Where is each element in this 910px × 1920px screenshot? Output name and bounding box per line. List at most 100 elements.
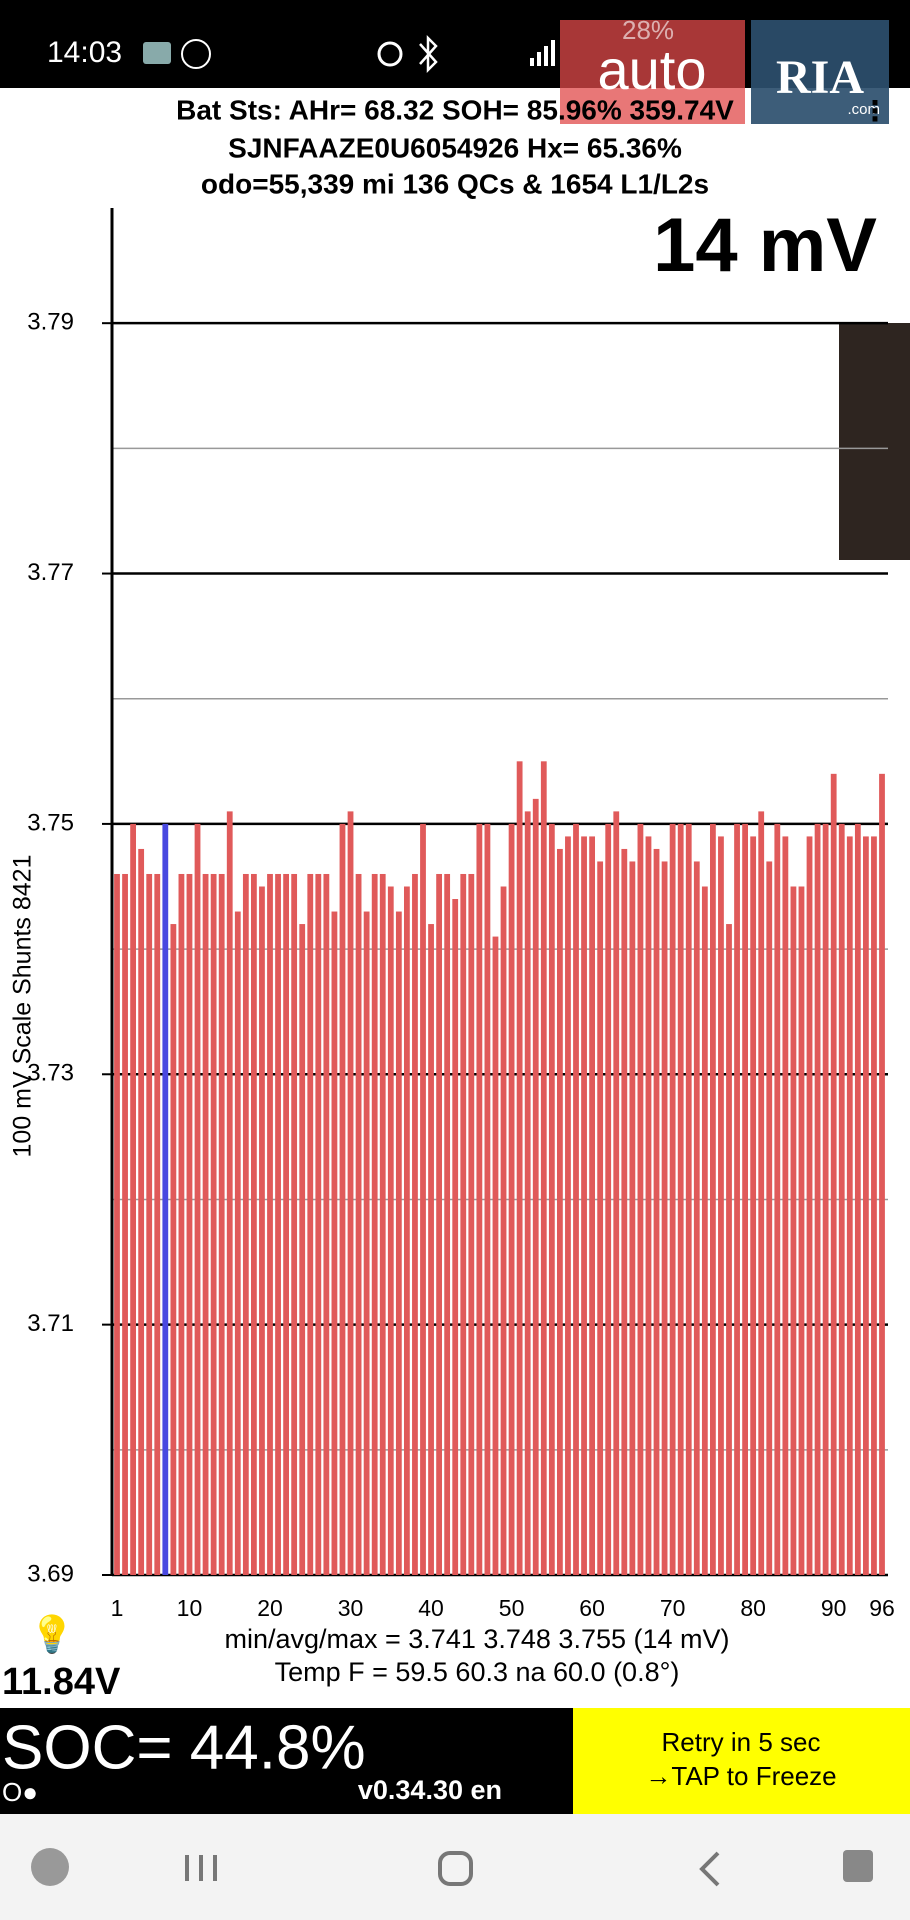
x-tick-label: 90	[821, 1595, 847, 1621]
battery-percent: 28%	[622, 15, 674, 45]
bar	[387, 886, 394, 1575]
bar	[782, 836, 789, 1575]
x-tick-label: 50	[499, 1595, 525, 1621]
recent-button[interactable]	[185, 1855, 217, 1881]
nav-bar	[0, 1814, 910, 1920]
x-tick-label: 80	[740, 1595, 766, 1621]
bar	[573, 823, 579, 1575]
bar	[822, 823, 829, 1575]
bar	[677, 823, 684, 1575]
bar	[806, 836, 813, 1575]
x-tick-label: 96	[869, 1595, 895, 1621]
bar	[170, 924, 177, 1575]
y-tick-label: 3.75	[27, 809, 74, 836]
indicator: O●	[2, 1777, 38, 1807]
bar	[468, 873, 475, 1575]
bar	[250, 873, 257, 1575]
bar	[331, 911, 338, 1575]
bar	[363, 911, 370, 1575]
header-line: odo=55,339 mi 136 QCs & 1654 L1/L2s	[201, 168, 709, 199]
alarm-icon	[377, 41, 403, 67]
bar	[395, 911, 402, 1575]
signal-icon	[530, 40, 555, 66]
freeze-button[interactable]	[573, 1708, 910, 1814]
bar	[798, 886, 805, 1575]
bar	[146, 873, 153, 1575]
bar	[186, 873, 193, 1575]
bar	[460, 873, 467, 1575]
retry-text[interactable]: Retry in 5 sec	[662, 1727, 821, 1757]
header-line: SJNFAAZE0U6054926 Hx= 65.36%	[228, 132, 682, 163]
home-button[interactable]	[438, 1851, 473, 1886]
bar	[178, 873, 185, 1575]
x-tick-label: 30	[338, 1595, 364, 1621]
y-tick-label: 3.69	[27, 1560, 74, 1587]
bar	[420, 823, 426, 1575]
x-tick-label: 20	[257, 1595, 283, 1621]
game-icon[interactable]	[31, 1848, 69, 1886]
bar	[726, 924, 732, 1575]
header-line: Bat Sts: AHr= 68.32 SOH= 85.96% 359.74V	[176, 94, 734, 125]
bar	[814, 823, 821, 1575]
soc-panel	[0, 1708, 573, 1814]
bar	[403, 886, 410, 1575]
bar	[854, 823, 861, 1575]
watermark-blue	[751, 20, 889, 124]
bar	[299, 924, 306, 1575]
bar	[766, 861, 773, 1575]
bar	[871, 836, 877, 1575]
assist-icon[interactable]	[843, 1850, 873, 1882]
bar	[130, 823, 137, 1575]
bar	[122, 873, 128, 1575]
stats-line: min/avg/max = 3.741 3.748 3.755 (14 mV)	[224, 1624, 729, 1654]
bar	[718, 836, 724, 1575]
bar	[774, 823, 781, 1575]
tap-text[interactable]: →TAP to Freeze	[645, 1761, 836, 1791]
bar	[621, 848, 628, 1575]
bar	[830, 773, 837, 1575]
bar	[734, 823, 740, 1575]
bar	[758, 811, 765, 1575]
bar	[315, 873, 322, 1575]
bar	[661, 861, 668, 1575]
bar	[291, 873, 298, 1575]
bar	[846, 836, 853, 1575]
bar	[267, 873, 273, 1575]
bar	[669, 823, 676, 1575]
bar	[242, 873, 249, 1575]
bar	[500, 886, 507, 1575]
bar	[532, 798, 539, 1575]
bar	[750, 836, 757, 1575]
y-tick-label: 3.77	[27, 559, 74, 586]
bar	[589, 836, 596, 1575]
bar	[565, 836, 571, 1575]
bar	[452, 899, 459, 1575]
bar	[637, 823, 644, 1575]
bulb-icon[interactable]: 💡	[30, 1614, 75, 1655]
version: v0.34.30 en	[358, 1775, 502, 1805]
bar	[581, 836, 587, 1575]
badge-icon	[181, 39, 211, 69]
y-tick-label: 3.79	[27, 309, 74, 336]
bar	[194, 823, 201, 1575]
bar	[862, 836, 869, 1575]
bar	[701, 886, 708, 1575]
bar	[259, 886, 265, 1575]
bar	[371, 873, 378, 1575]
app-icon	[143, 42, 171, 64]
soc-text: SOC= 44.8%	[2, 1713, 366, 1782]
y-tick-label: 3.71	[27, 1310, 74, 1337]
bar	[412, 873, 418, 1575]
bar	[210, 873, 217, 1575]
back-button[interactable]	[699, 1851, 720, 1887]
bar	[436, 873, 443, 1575]
photo-edge	[839, 323, 910, 560]
bar	[693, 861, 700, 1575]
x-tick-label: 10	[177, 1595, 203, 1621]
menu-icon[interactable]: ⋮	[861, 95, 889, 126]
bar	[379, 873, 386, 1575]
x-tick-label: 70	[660, 1595, 686, 1621]
bar	[508, 823, 515, 1575]
